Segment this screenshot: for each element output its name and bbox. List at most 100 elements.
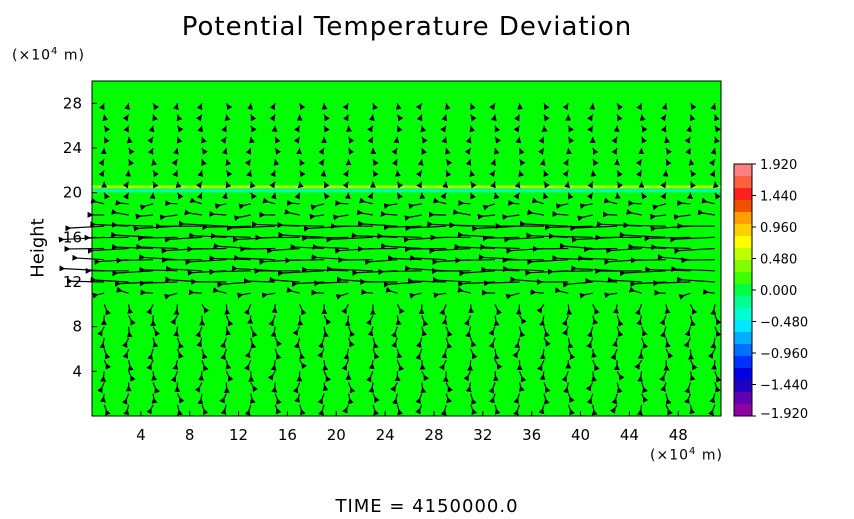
wind-arrow: [115, 199, 129, 206]
wind-arrow: [678, 292, 691, 300]
wind-arrow: [514, 114, 521, 122]
wind-arrow: [579, 292, 593, 299]
colorbar-swatch: [734, 248, 752, 261]
wind-arrow: [494, 404, 501, 415]
wind-arrow: [214, 203, 227, 210]
wind-arrow: [561, 371, 569, 383]
wind-arrow: [250, 192, 257, 200]
wind-arrow: [387, 255, 422, 262]
colorbar-swatch: [734, 404, 752, 417]
wind-arrow: [383, 281, 422, 288]
x-tick-label: 48: [669, 426, 688, 444]
wind-arrow: [409, 292, 422, 299]
x-tick-label: 24: [376, 426, 395, 444]
wind-arrow: [684, 326, 692, 337]
wind-arrow: [445, 393, 453, 404]
wind-arrow: [151, 393, 158, 404]
wind-arrow: [587, 125, 594, 133]
wind-arrow: [707, 348, 716, 359]
wind-arrow: [323, 315, 332, 326]
wind-arrow: [347, 382, 356, 394]
wind-arrow: [610, 348, 618, 361]
wind-arrow: [665, 393, 672, 405]
wind-arrow: [641, 136, 648, 144]
wind-arrow: [415, 103, 423, 111]
wind-arrow: [616, 103, 624, 111]
chart-title: Potential Temperature Deviation: [181, 12, 633, 42]
wind-arrow: [543, 114, 550, 122]
wind-arrow: [701, 197, 716, 205]
x-tick-label: 16: [278, 426, 297, 444]
wind-arrow: [641, 382, 648, 394]
wind-arrow: [126, 326, 133, 338]
wind-arrow: [317, 348, 325, 359]
wind-arrow: [586, 114, 594, 122]
wind-arrow: [100, 371, 106, 382]
wind-arrow: [408, 203, 422, 210]
wind-arrow: [660, 382, 667, 392]
wind-arrow: [139, 203, 154, 211]
wind-arrow: [189, 232, 227, 239]
wind-arrow: [714, 125, 721, 133]
wind-arrow: [665, 147, 672, 155]
colorbar: 1.920 1.440 0.960 0.480 0.000 −0.480 −0.960 −1.…: [733, 158, 808, 422]
wind-arrow: [146, 304, 154, 315]
wind-arrow: [554, 287, 569, 294]
wind-arrow: [404, 214, 422, 222]
wind-arrow: [367, 125, 374, 133]
wind-arrow: [465, 382, 472, 393]
wind-arrow: [660, 114, 667, 122]
wind-arrow: [488, 382, 496, 394]
wind-arrow: [676, 276, 715, 283]
wind-arrow: [286, 286, 300, 294]
wind-arrow: [659, 371, 667, 382]
x-tick-label: 12: [229, 426, 248, 444]
colorbar-swatch: [734, 356, 752, 369]
wind-arrow: [689, 359, 698, 371]
wind-arrow: [543, 326, 550, 338]
colorbar-swatch: [734, 272, 752, 285]
wind-arrow: [607, 276, 642, 283]
wind-arrow: [299, 103, 306, 111]
wind-arrow: [185, 259, 227, 266]
wind-arrow: [250, 326, 258, 338]
wind-arrow: [99, 337, 106, 349]
wind-arrow: [410, 254, 447, 261]
wind-arrow: [563, 382, 570, 394]
wind-arrow: [489, 103, 496, 111]
wind-arrow: [299, 348, 306, 360]
wind-arrow: [673, 214, 691, 221]
wind-arrow: [457, 231, 496, 238]
wind-arrow: [152, 103, 160, 111]
wind-arrow: [195, 114, 203, 122]
wind-arrow: [567, 125, 574, 133]
y-tick-label: 24: [63, 139, 82, 157]
wind-arrow: [372, 158, 379, 167]
x-tick-label: 28: [424, 426, 443, 444]
wind-arrow: [684, 382, 692, 394]
wind-arrow: [552, 255, 593, 262]
colorbar-swatch: [734, 344, 752, 357]
wind-arrow: [194, 382, 203, 393]
wind-arrow: [146, 359, 154, 371]
wind-arrow: [567, 136, 575, 144]
wind-arrow: [172, 360, 179, 371]
wind-arrow: [628, 286, 642, 294]
x-ticks-layer: 4 8 12 16 20 24 28 32 36 40 44 48: [136, 411, 688, 444]
wind-arrow: [539, 371, 546, 381]
wind-arrow: [299, 170, 306, 178]
wind-arrow: [584, 246, 618, 253]
y-tick-label: 16: [63, 228, 82, 246]
wind-arrow: [570, 225, 618, 232]
wind-arrow: [342, 170, 350, 178]
wind-arrow: [189, 197, 203, 205]
wind-arrow: [567, 337, 574, 349]
wind-arrow: [440, 192, 447, 200]
colorbar-swatch: [734, 224, 752, 237]
wind-arrow: [454, 243, 496, 250]
wind-arrow: [322, 360, 329, 371]
wind-arrow: [347, 326, 356, 338]
wind-arrow: [209, 210, 227, 217]
wind-arrow: [121, 393, 130, 405]
wind-arrow: [635, 158, 643, 167]
